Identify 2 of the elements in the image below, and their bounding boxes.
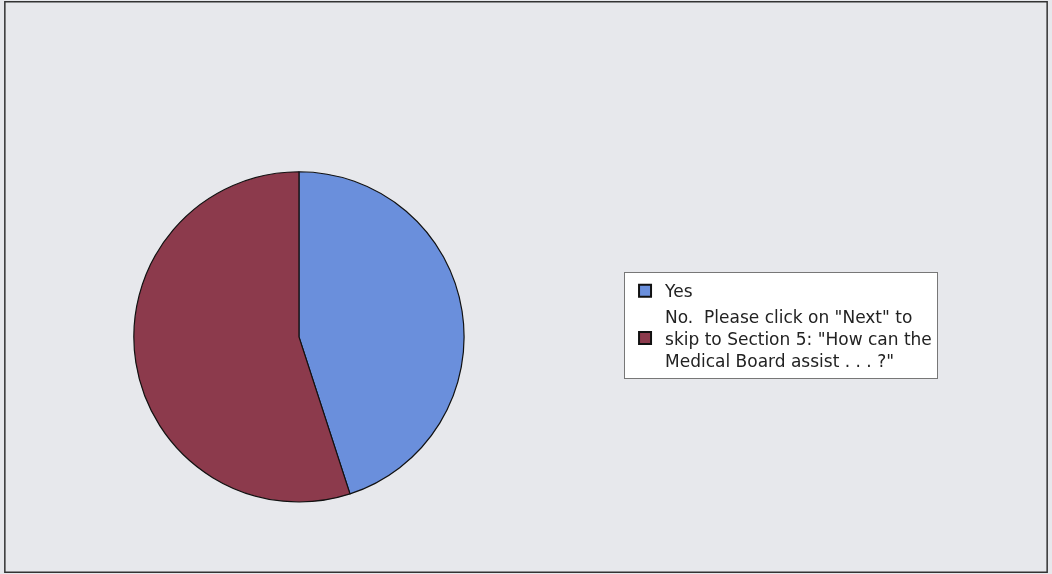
- legend-label: No. Please click on "Next" to skip to Section 5: "How can the Medical Board assist . . . ?": [665, 306, 932, 371]
- legend-label: Yes: [664, 281, 693, 302]
